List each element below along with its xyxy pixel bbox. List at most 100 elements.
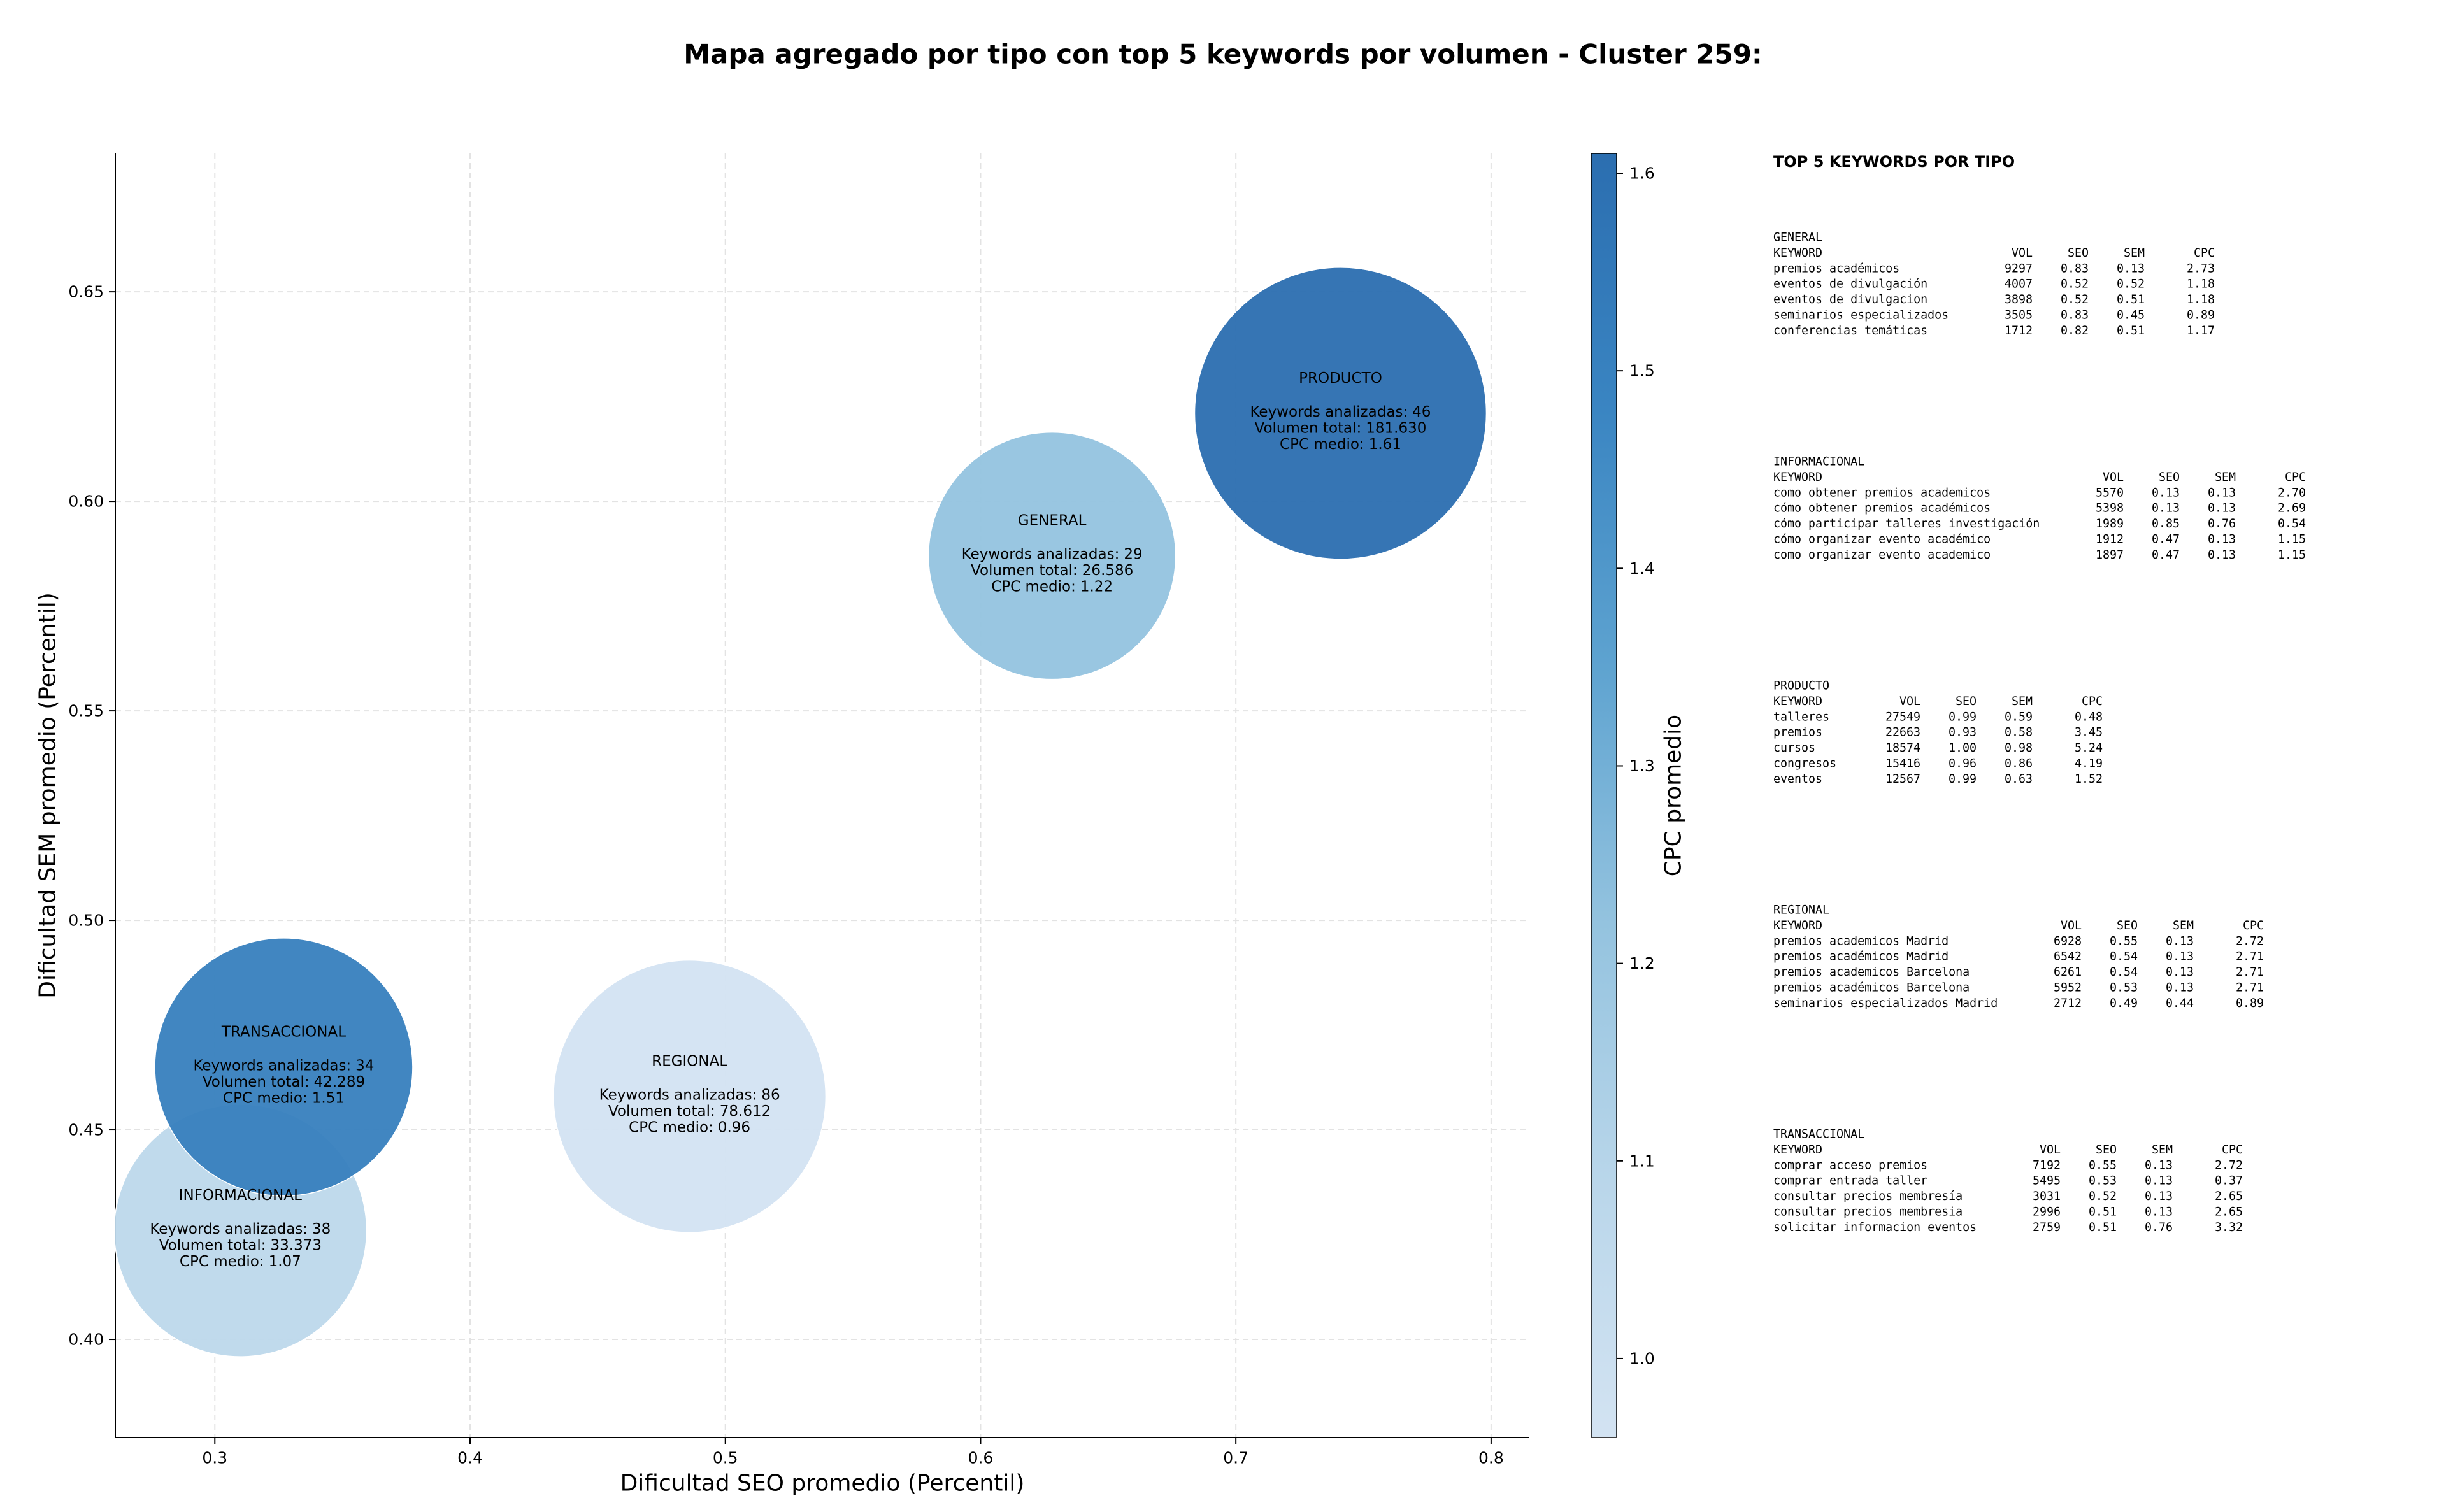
column-header: VOL: [2040, 1143, 2061, 1157]
cell-value: 18574: [1885, 741, 1920, 755]
cell-keyword: comprar entrada taller: [1773, 1174, 1927, 1188]
cell-value: 4007: [2005, 278, 2033, 291]
cell-keyword: seminarios especializados Madrid: [1773, 997, 1998, 1010]
column-header: SEM: [2173, 919, 2194, 932]
bubble: [553, 959, 827, 1233]
column-header: VOL: [2061, 919, 2082, 932]
bubble-annotation: CPC medio: 1.51: [223, 1090, 345, 1106]
cell-keyword: seminarios especializados: [1773, 309, 1949, 322]
bubble-annotation: CPC medio: 1.22: [991, 579, 1113, 596]
cell-value: 1.17: [2187, 324, 2215, 338]
column-header: KEYWORD: [1773, 919, 1822, 932]
cell-value: 0.13: [2208, 533, 2236, 546]
cell-value: 0.52: [2061, 278, 2089, 291]
cell-value: 0.51: [2089, 1206, 2117, 1219]
cell-value: 1.52: [2075, 773, 2103, 786]
annotation-value: 46: [1412, 404, 1431, 420]
cell-value: 0.54: [2110, 966, 2138, 979]
cell-value: 9297: [2005, 262, 2033, 275]
cell-keyword: comprar acceso premios: [1773, 1159, 1927, 1172]
group-name: TRANSACCIONAL: [1773, 1128, 1864, 1141]
cell-keyword: cursos: [1773, 741, 1815, 755]
cell-value: 3505: [2005, 309, 2033, 322]
column-header: SEO: [2159, 471, 2180, 484]
column-header: VOL: [2012, 246, 2033, 260]
cell-value: 6542: [2054, 950, 2082, 964]
annotation-value: 29: [1124, 546, 1142, 563]
cell-value: 0.13: [2166, 981, 2194, 995]
cell-value: 3031: [2033, 1190, 2061, 1203]
y-tick-label: 0.60: [68, 492, 104, 511]
bubble-label: INFORMACIONAL: [179, 1187, 302, 1204]
annotation-label: Keywords analizadas:: [1250, 404, 1408, 420]
bubble-annotation: Volumen total: 26.586: [971, 562, 1133, 579]
cell-value: 5398: [2096, 502, 2124, 515]
annotation-label: Keywords analizadas:: [193, 1057, 351, 1074]
x-tick-label: 0.5: [713, 1449, 738, 1467]
column-header: KEYWORD: [1773, 246, 1822, 260]
annotation-value: 26.586: [1082, 562, 1133, 579]
cell-value: 0.37: [2215, 1174, 2243, 1188]
column-header: SEO: [2117, 919, 2138, 932]
cell-value: 3.45: [2075, 726, 2103, 739]
bubble-annotation: Keywords analizadas: 29: [962, 546, 1143, 563]
annotation-value: 1.07: [269, 1253, 301, 1270]
bubble: [927, 431, 1177, 680]
colorbar: [1591, 153, 1617, 1438]
bubble-annotation: Volumen total: 42.289: [203, 1074, 365, 1090]
column-header: SEO: [2068, 246, 2089, 260]
annotation-value: 181.630: [1366, 420, 1426, 436]
cell-value: 2.71: [2236, 981, 2264, 995]
cell-value: 0.54: [2278, 517, 2306, 531]
cell-value: 15416: [1885, 757, 1920, 771]
annotation-value: 38: [312, 1221, 331, 1237]
cell-value: 3898: [2005, 293, 2033, 306]
cell-value: 0.55: [2110, 934, 2138, 948]
cell-keyword: premios academicos Barcelona: [1773, 966, 1970, 979]
cell-value: 0.82: [2061, 324, 2089, 338]
cell-value: 0.44: [2166, 997, 2194, 1010]
cell-value: 0.76: [2208, 517, 2236, 531]
cell-keyword: cómo obtener premios académicos: [1773, 502, 1991, 515]
cell-value: 0.89: [2236, 997, 2264, 1010]
cell-value: 0.86: [2005, 757, 2033, 771]
y-tick-label: 0.55: [68, 702, 104, 720]
cell-keyword: premios académicos Barcelona: [1773, 981, 1970, 995]
annotation-label: Keywords analizadas:: [150, 1221, 308, 1237]
cell-value: 0.54: [2110, 950, 2138, 964]
cell-value: 0.52: [2117, 278, 2145, 291]
cell-value: 2.71: [2236, 966, 2264, 979]
column-header: KEYWORD: [1773, 471, 1822, 484]
cell-value: 0.93: [1949, 726, 1977, 739]
column-header: CPC: [2285, 471, 2306, 484]
cell-value: 0.99: [1949, 710, 1977, 724]
cell-value: 0.13: [2117, 262, 2145, 275]
column-header: VOL: [1899, 695, 1920, 708]
cell-keyword: cómo organizar evento académico: [1773, 533, 1991, 546]
bubble-label: GENERAL: [1018, 513, 1087, 529]
annotation-value: 0.96: [718, 1119, 750, 1136]
bubble-label: TRANSACCIONAL: [221, 1023, 346, 1040]
y-tick-label: 0.45: [68, 1121, 104, 1139]
cell-value: 0.99: [1949, 773, 1977, 786]
column-header: KEYWORD: [1773, 1143, 1822, 1157]
bubble: [154, 938, 413, 1197]
cell-value: 5570: [2096, 486, 2124, 499]
cell-value: 2.73: [2187, 262, 2215, 275]
annotation-label: CPC medio:: [629, 1119, 713, 1136]
annotation-value: 78.612: [720, 1103, 771, 1120]
column-header: VOL: [2103, 471, 2124, 484]
cell-value: 22663: [1885, 726, 1920, 739]
cell-value: 5952: [2054, 981, 2082, 995]
bubble-annotation: CPC medio: 1.61: [1280, 436, 1401, 453]
cell-value: 0.13: [2145, 1206, 2173, 1219]
cell-value: 0.49: [2110, 997, 2138, 1010]
annotation-value: 1.22: [1080, 579, 1113, 596]
cell-value: 0.51: [2117, 293, 2145, 306]
colorbar-tick-label: 1.5: [1629, 362, 1655, 380]
cell-value: 6261: [2054, 966, 2082, 979]
bubble-annotation: Keywords analizadas: 38: [150, 1221, 331, 1237]
cell-keyword: premios academicos Madrid: [1773, 934, 1949, 948]
group-name: REGIONAL: [1773, 904, 1829, 917]
column-header: CPC: [2222, 1143, 2243, 1157]
